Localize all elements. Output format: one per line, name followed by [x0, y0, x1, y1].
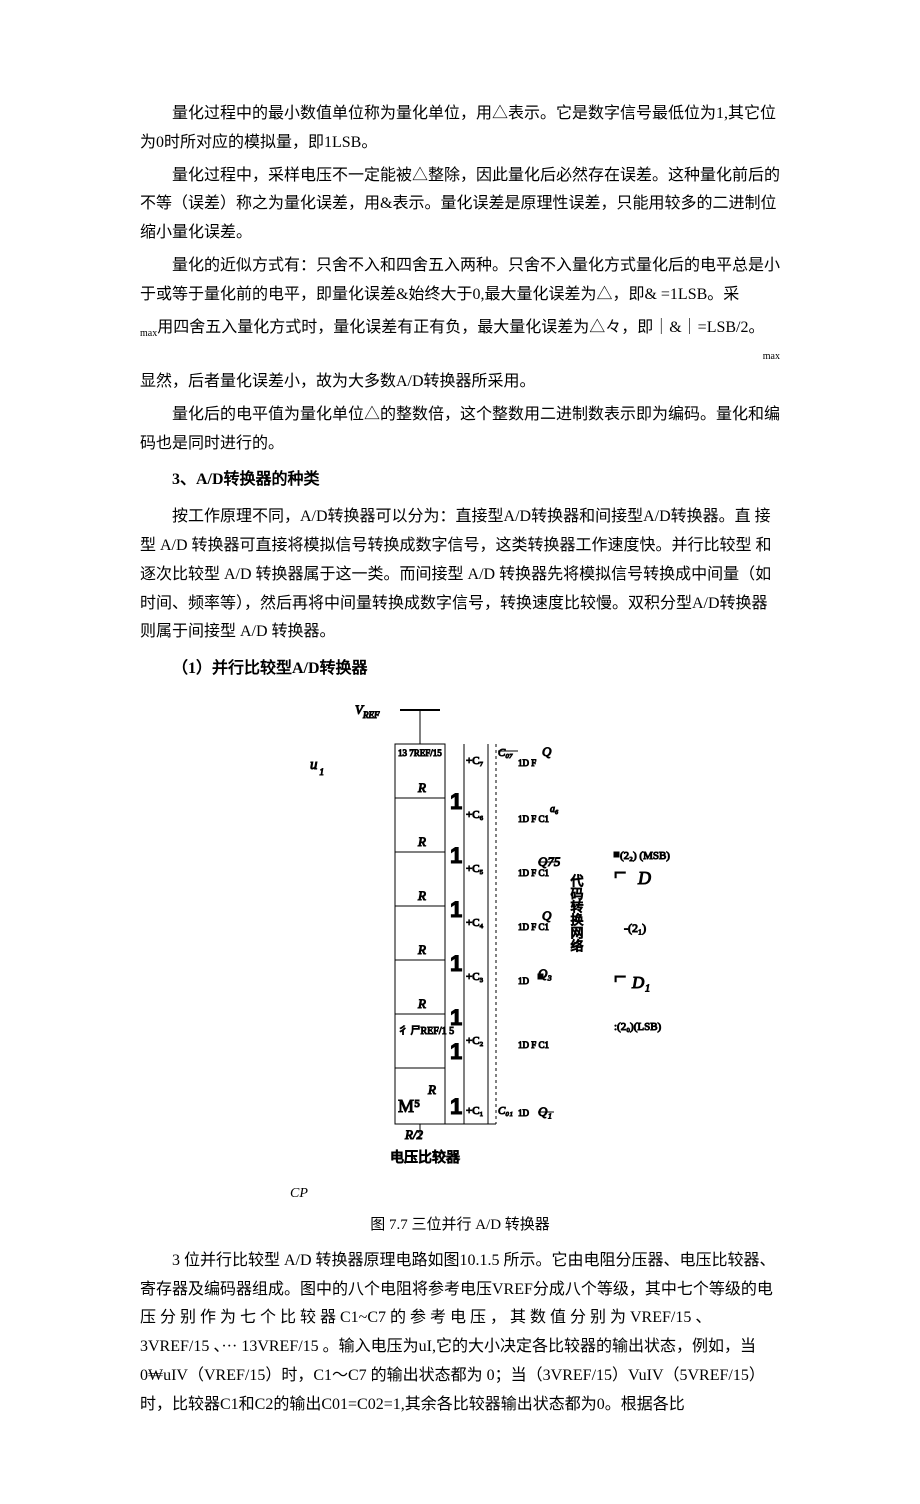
q4: Q: [542, 908, 552, 923]
vref-label: VREF: [355, 702, 380, 720]
paragraph-approx-1: 量化的近似方式有：只舍不入和四舍五入两种。只舍不入量化方式量化后的电平总是小 于…: [140, 252, 780, 310]
out-21: -(2₁): [624, 921, 646, 935]
paragraph-encoding: 量化后的电平值为量化单位△的整数倍，这个整数用二进制数表示即为编码。量化和编 码…: [140, 401, 780, 459]
sub-max-left: max: [140, 328, 157, 339]
sub-max-right: max: [763, 351, 780, 362]
paragraph-conclusion: 显然，后者量化误差小，故为大多数A/D转换器所采用。: [140, 368, 780, 397]
paragraph-types-detail: 按工作原理不同，A/D转换器可以分为：直接型A/D转换器和间接型A/D转换器。直…: [140, 503, 780, 647]
mid-tap: 彳 尸REF/1 5: [398, 1025, 454, 1037]
circuit-diagram: VREF u1 13 7REF/15 R R R R R 彳 尸REF/1 5 …: [140, 694, 780, 1174]
bracket-d2: ⌐: [614, 860, 626, 885]
c07: C₀₇: [498, 747, 513, 759]
one-2: 1: [450, 843, 462, 868]
paragraph-circuit-desc: 3 位并行比较型 A/D 转换器原理电路如图10.1.5 所示。它由电阻分压器、…: [140, 1247, 780, 1420]
c4: +C₄: [466, 917, 484, 929]
one-6: 1: [450, 1039, 462, 1064]
one-7: 1: [450, 1094, 462, 1119]
c3: +C₃: [466, 971, 484, 983]
c7: +C₇: [466, 755, 484, 767]
ff5: 1D F C1: [518, 868, 549, 878]
ff1: 1D: [518, 1108, 530, 1118]
r1: R: [417, 780, 426, 795]
c01: C₀₁: [498, 1105, 513, 1117]
paragraph-quantization-error: 量化过程中，采样电压不一定能被△整除，因此量化后必然存在误差。这种量化前后的 不…: [140, 162, 780, 248]
r4: R: [417, 942, 426, 957]
out-msb: (2₂) (MSB): [620, 850, 670, 862]
c1: +C₁: [466, 1105, 484, 1117]
bracket-d1: ⌐: [614, 964, 626, 989]
approx-text: 用四舍五入量化方式时，量化误差有正有负，最大量化误差为△々，即｜&｜=LSB/2…: [157, 319, 764, 336]
ff4: 1D F C1: [518, 922, 549, 932]
r5: R: [417, 996, 426, 1011]
out-lsb: :(2₀)(LSB): [614, 1021, 662, 1033]
top-tap: 13 7REF/15: [398, 748, 442, 758]
paragraph-quantization-unit: 量化过程中的最小数值单位称为量化单位，用△表示。它是数字信号最低位为1,其它位为…: [140, 100, 780, 158]
one-3: 1: [450, 897, 462, 922]
r3: R: [417, 888, 426, 903]
cp-label: CP: [290, 1186, 308, 1201]
d1: D₁: [631, 973, 650, 992]
c5: +C₅: [466, 863, 484, 875]
one-5: 1: [450, 1005, 462, 1030]
d2: D: [637, 868, 651, 888]
m5: M⁵: [398, 1096, 420, 1116]
heading-parallel: （1）并行比较型A/D转换器: [140, 655, 780, 684]
q6: a₆: [550, 804, 559, 815]
ui-label: u1: [310, 757, 324, 777]
r2: R: [417, 834, 426, 849]
r6: R: [427, 1082, 436, 1097]
c6: +C₆: [466, 809, 484, 821]
ff3: 1D: [518, 976, 530, 986]
ff6: 1D F C1: [518, 814, 549, 824]
one-4: 1: [450, 951, 462, 976]
paragraph-approx-2: max用四舍五入量化方式时，量化误差有正有负，最大量化误差为△々，即｜&｜=LS…: [140, 314, 780, 343]
ff2: 1D F C1: [518, 1040, 549, 1050]
heading-ad-types: 3、A/D转换器的种类: [140, 466, 780, 495]
one-1: 1: [450, 789, 462, 814]
encoder-label: 代码转换网络: [569, 874, 584, 952]
c2: +C₂: [466, 1035, 484, 1047]
figure-caption: 图 7.7 三位并行 A/D 转换器: [140, 1212, 780, 1239]
comparator-label: 电压比较器: [390, 1150, 460, 1166]
q7: Q: [542, 744, 552, 759]
ff7: 1D F: [518, 758, 536, 768]
r-half: R/2: [404, 1127, 424, 1142]
